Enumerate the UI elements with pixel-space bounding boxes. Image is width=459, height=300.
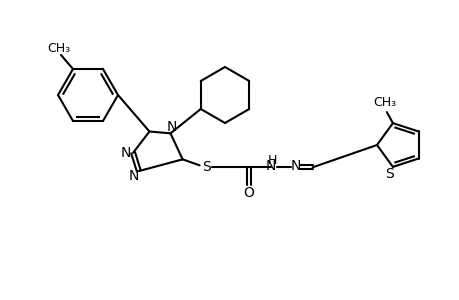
Text: CH₃: CH₃ xyxy=(373,96,396,109)
Text: N: N xyxy=(166,120,176,134)
Text: S: S xyxy=(385,167,393,181)
Text: N: N xyxy=(121,146,131,160)
Text: CH₃: CH₃ xyxy=(47,41,70,55)
Text: O: O xyxy=(243,186,253,200)
Text: S: S xyxy=(202,160,211,174)
Text: N: N xyxy=(290,159,300,173)
Text: H: H xyxy=(267,154,277,167)
Text: N: N xyxy=(265,159,275,173)
Text: N: N xyxy=(129,169,139,183)
